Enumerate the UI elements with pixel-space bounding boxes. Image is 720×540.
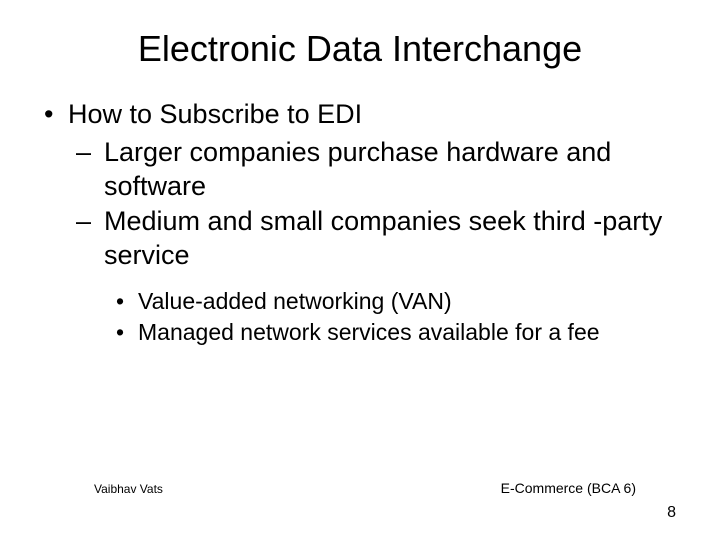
list-item-text: How to Subscribe to EDI	[68, 99, 362, 129]
slide: Electronic Data Interchange How to Subsc…	[0, 0, 720, 540]
slide-title: Electronic Data Interchange	[40, 28, 680, 70]
list-item-text: Medium and small companies seek third -p…	[104, 206, 662, 270]
list-item-text: Larger companies purchase hardware and s…	[104, 137, 611, 201]
list-item: Managed network services available for a…	[104, 318, 680, 347]
bullet-list-level2: Larger companies purchase hardware and s…	[68, 136, 680, 347]
list-item: Value-added networking (VAN)	[104, 287, 680, 316]
list-item-text: Managed network services available for a…	[138, 319, 600, 345]
list-item: Larger companies purchase hardware and s…	[68, 136, 680, 204]
list-item-text: Value-added networking (VAN)	[138, 288, 452, 314]
list-item: How to Subscribe to EDI Larger companies…	[40, 98, 680, 346]
bullet-list-level1: How to Subscribe to EDI Larger companies…	[40, 98, 680, 346]
footer-author: Vaibhav Vats	[94, 482, 163, 496]
bullet-list-level3: Value-added networking (VAN) Managed net…	[104, 287, 680, 347]
footer-course: E-Commerce (BCA 6)	[501, 480, 636, 496]
list-item: Medium and small companies seek third -p…	[68, 205, 680, 346]
page-number: 8	[667, 504, 676, 522]
